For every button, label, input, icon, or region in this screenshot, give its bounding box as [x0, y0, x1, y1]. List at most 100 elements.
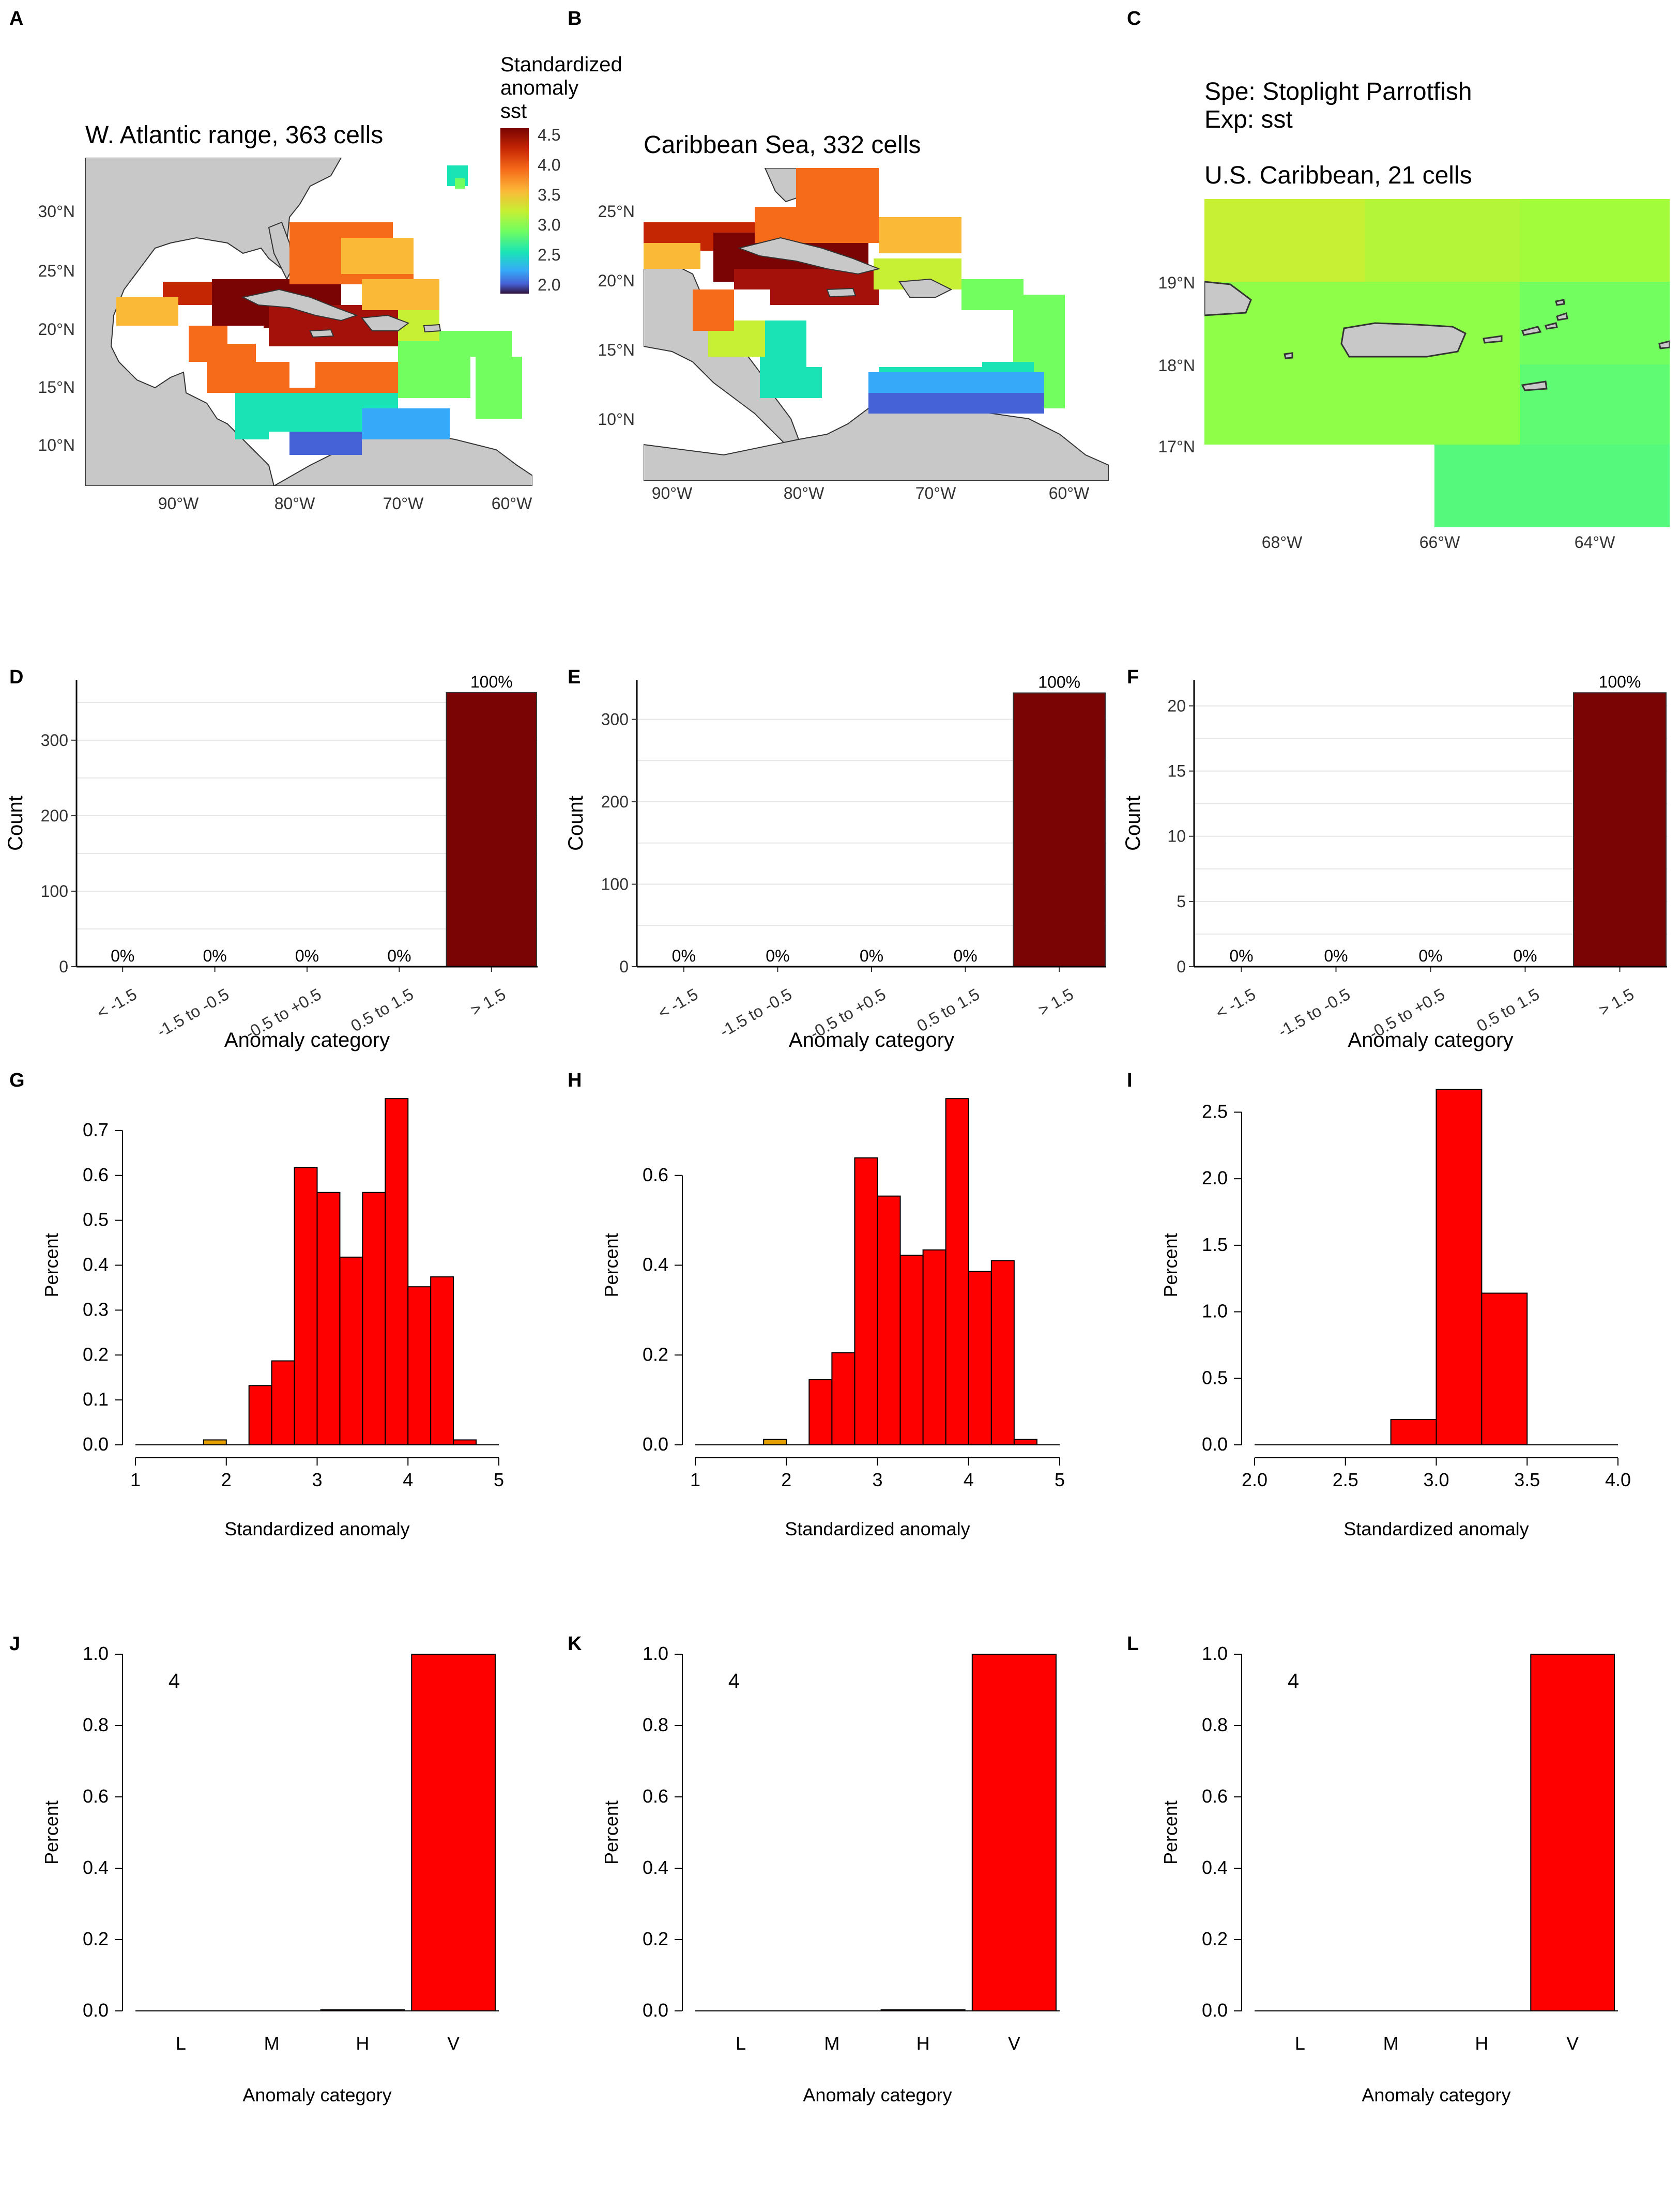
- x-category-label: V: [1566, 2033, 1579, 2054]
- y-tick-label: 0.7: [83, 1119, 109, 1140]
- map-b-xtick: 60°W: [1049, 484, 1090, 502]
- x-tick-label: 3: [312, 1469, 322, 1490]
- x-tick-label: 4: [403, 1469, 413, 1490]
- y-tick-label: 0.6: [643, 1164, 668, 1185]
- y-tick-label: 0.5: [83, 1209, 109, 1230]
- x-tick-label: 4.0: [1605, 1469, 1631, 1490]
- histogram-bar: [271, 1360, 295, 1445]
- legend-title-line-1: Standardized: [500, 53, 622, 76]
- bar-label: 0%: [860, 947, 883, 965]
- map-a-yaxis: 30°N 25°N 20°N 15°N 10°N: [38, 202, 75, 454]
- bar-label: 0%: [295, 947, 319, 965]
- legend-tick: 3.5: [538, 186, 560, 204]
- island-st-croix: [1521, 380, 1548, 391]
- y-tick-label: 2.5: [1202, 1101, 1228, 1122]
- panel-letter-c: C: [1127, 8, 1141, 29]
- grid-cell: [1520, 364, 1670, 445]
- y-tick-label: 0.2: [83, 1344, 109, 1365]
- bar-label: 0%: [672, 947, 696, 965]
- y-tick-label: 1.0: [83, 1643, 109, 1664]
- histogram-bar: [899, 1255, 924, 1445]
- map-a-ytick: 15°N: [38, 378, 75, 396]
- histogram-bar: [1481, 1292, 1528, 1446]
- x-tick-label: 0.5 to 1.5: [347, 985, 417, 1035]
- panel-letter-k: K: [568, 1633, 582, 1655]
- bar-label: 100%: [1038, 673, 1080, 692]
- island-jamaica: [826, 287, 857, 298]
- histogram-bar: [430, 1276, 454, 1445]
- panel-letter-h: H: [568, 1070, 582, 1091]
- x-tick-label: > 1.5: [1596, 985, 1637, 1019]
- map-b-xaxis: 90°W 80°W 70°W 60°W: [652, 484, 1090, 502]
- island-cuba: [737, 237, 881, 275]
- map-b-xtick: 90°W: [652, 484, 693, 502]
- level-bar: [971, 1654, 1057, 2011]
- y-tick-label: 1.0: [1202, 1301, 1228, 1322]
- histogram-bar: [248, 1385, 272, 1445]
- y-tick-label: 0.6: [643, 1786, 668, 1807]
- legend-title-line-3: sst: [500, 100, 527, 123]
- map-a-ytick: 25°N: [38, 262, 75, 280]
- y-tick-label: 0.0: [83, 1433, 109, 1455]
- y-tick-label: 1.0: [643, 1643, 668, 1664]
- panel-letter-g: G: [9, 1070, 25, 1091]
- x-tick-label: 4: [964, 1469, 974, 1490]
- map-panel-c: Spe: Stoplight Parrotfish Exp: sst U.S. …: [1158, 78, 1670, 552]
- grid-cell: [1520, 282, 1670, 364]
- y-tick-label: 200: [41, 806, 68, 825]
- x-axis-label: Standardized anomaly: [224, 1518, 409, 1539]
- y-axis-label: Count: [1122, 796, 1144, 851]
- x-category-label: M: [1383, 2033, 1399, 2054]
- y-tick-label: 0.5: [1202, 1367, 1228, 1388]
- map-panel-b: Caribbean Sea, 332 cells: [598, 131, 1109, 502]
- map-c-yaxis: 19°N 18°N 17°N: [1158, 273, 1196, 456]
- histogram-bar: [1435, 1089, 1483, 1445]
- y-axis-label: Percent: [601, 1233, 622, 1297]
- x-tick-label: -1.5 to -0.5: [1275, 985, 1353, 1041]
- y-tick-label: 0.1: [83, 1389, 109, 1410]
- y-tick-label: 0.2: [643, 1928, 668, 1949]
- map-c-ytick: 17°N: [1158, 437, 1196, 456]
- y-axis-label: Count: [564, 796, 587, 851]
- panel-letter-f: F: [1127, 666, 1139, 688]
- island-jamaica: [309, 329, 334, 338]
- y-tick-label: 0.2: [643, 1344, 668, 1365]
- histogram-bar: [203, 1439, 227, 1446]
- x-tick-label: 0.5 to 1.5: [914, 985, 983, 1035]
- grid-cell: [1204, 199, 1365, 282]
- level-annotation: 4: [169, 1670, 180, 1692]
- y-tick-label: 0.0: [83, 2000, 109, 2021]
- island-hispaniola-edge: [1204, 281, 1252, 316]
- x-category-label: H: [1475, 2033, 1488, 2054]
- x-tick-label: 5: [1055, 1469, 1065, 1490]
- x-tick-label: 2: [221, 1469, 232, 1490]
- x-tick-label: > 1.5: [467, 985, 509, 1019]
- island-st-thomas: [1521, 326, 1542, 336]
- bar-label: 0%: [1513, 947, 1537, 965]
- map-a-xtick: 70°W: [383, 494, 424, 513]
- x-category-label: M: [824, 2033, 839, 2054]
- island-puerto-rico: [1340, 322, 1467, 358]
- island-cuba: [241, 288, 358, 322]
- bar: [1573, 692, 1667, 967]
- histogram-bar: [407, 1286, 432, 1445]
- bar-label: 0%: [1418, 947, 1442, 965]
- y-tick-label: 0.4: [83, 1857, 109, 1878]
- map-c-ytick: 18°N: [1158, 356, 1196, 375]
- x-category-label: L: [1295, 2033, 1305, 2054]
- x-tick-label: > 1.5: [1035, 985, 1076, 1019]
- legend-tick: 4.0: [538, 156, 560, 174]
- y-tick-label: 0.4: [83, 1254, 109, 1275]
- map-panel-a: W. Atlantic range, 363 cells: [38, 121, 533, 513]
- histogram-bar: [453, 1439, 477, 1446]
- x-tick-label: -1.5 to -0.5: [154, 985, 232, 1041]
- island-puerto-rico: [423, 324, 441, 333]
- x-tick-label: 5: [494, 1469, 504, 1490]
- bar-label: 0%: [203, 947, 226, 965]
- chart-panel-f: 0%< -1.50%-1.5 to -0.50%-0.5 to +0.50%0.…: [1122, 673, 1667, 1051]
- y-axis-label: Percent: [41, 1233, 62, 1297]
- histogram-bar: [808, 1379, 833, 1445]
- y-tick-label: 0.4: [1202, 1857, 1228, 1878]
- y-tick-label: 0: [1177, 957, 1186, 976]
- histogram-bar: [831, 1352, 856, 1445]
